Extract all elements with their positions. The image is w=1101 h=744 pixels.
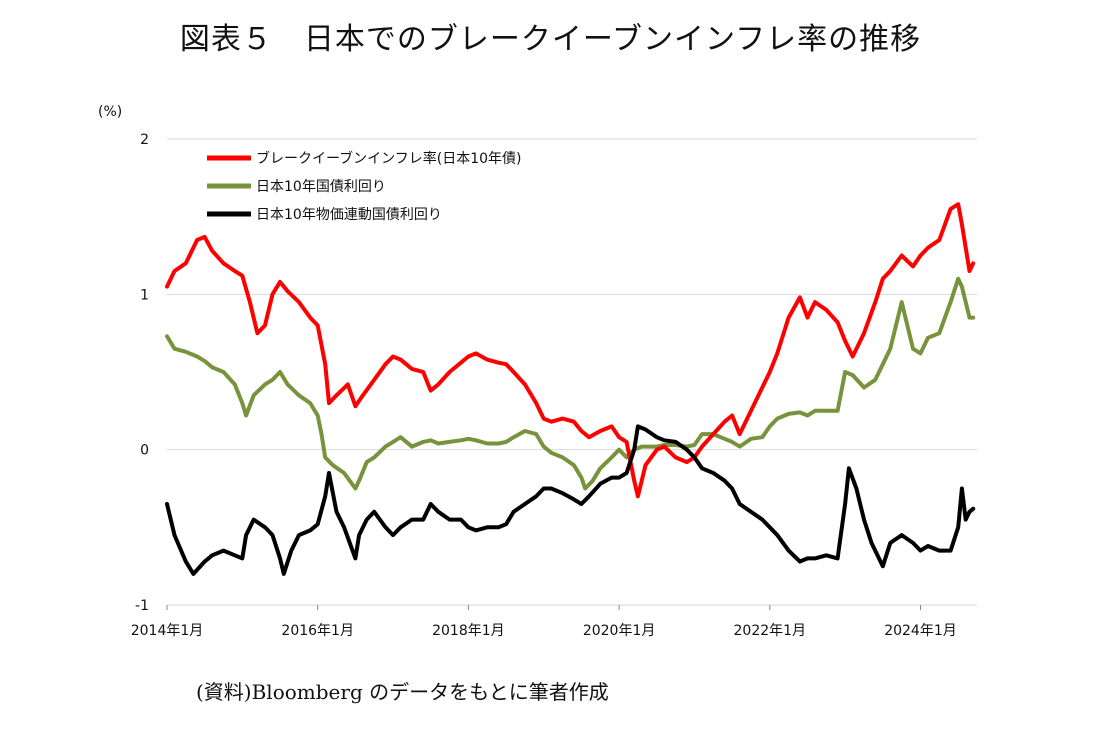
- y-tick-label: -1: [135, 598, 149, 614]
- source-note: (資料)Bloomberg のデータをもとに筆者作成: [196, 680, 609, 704]
- y-tick-label: 1: [140, 287, 149, 303]
- gridlines: [167, 138, 977, 606]
- y-axis-ticks: 2 1 0 -1: [135, 132, 149, 614]
- chart-title: 図表５ 日本でのブレークイーブンインフレ率の推移: [179, 22, 922, 57]
- x-tick-label: 2018年1月: [432, 623, 505, 639]
- series-line-1: [165, 276, 976, 491]
- x-axis-ticks: 2014年1月 2016年1月 2018年1月 2020年1月 2022年1月 2024年…: [131, 605, 957, 639]
- x-tick-label: 2022年1月: [734, 623, 807, 639]
- y-axis-label: (%): [98, 104, 122, 120]
- series-line-0: [165, 202, 976, 499]
- x-tick-label: 2024年1月: [884, 623, 957, 639]
- y-tick-label: 0: [140, 443, 149, 459]
- x-tick-label: 2016年1月: [281, 623, 354, 639]
- legend-label: ブレークイーブンインフレ率(日本10年債): [256, 150, 521, 167]
- legend-label: 日本10年物価連動国債利回り: [256, 207, 442, 223]
- series-line-2: [165, 424, 976, 576]
- x-tick-label: 2020年1月: [583, 623, 656, 639]
- x-tick-label: 2014年1月: [131, 623, 204, 639]
- y-tick-label: 2: [140, 132, 149, 148]
- series-lines: [165, 202, 976, 576]
- legend: ブレークイーブンインフレ率(日本10年債) 日本10年国債利回り日本10年物価連動…: [207, 150, 521, 223]
- legend-label: 日本10年国債利回り: [256, 179, 386, 195]
